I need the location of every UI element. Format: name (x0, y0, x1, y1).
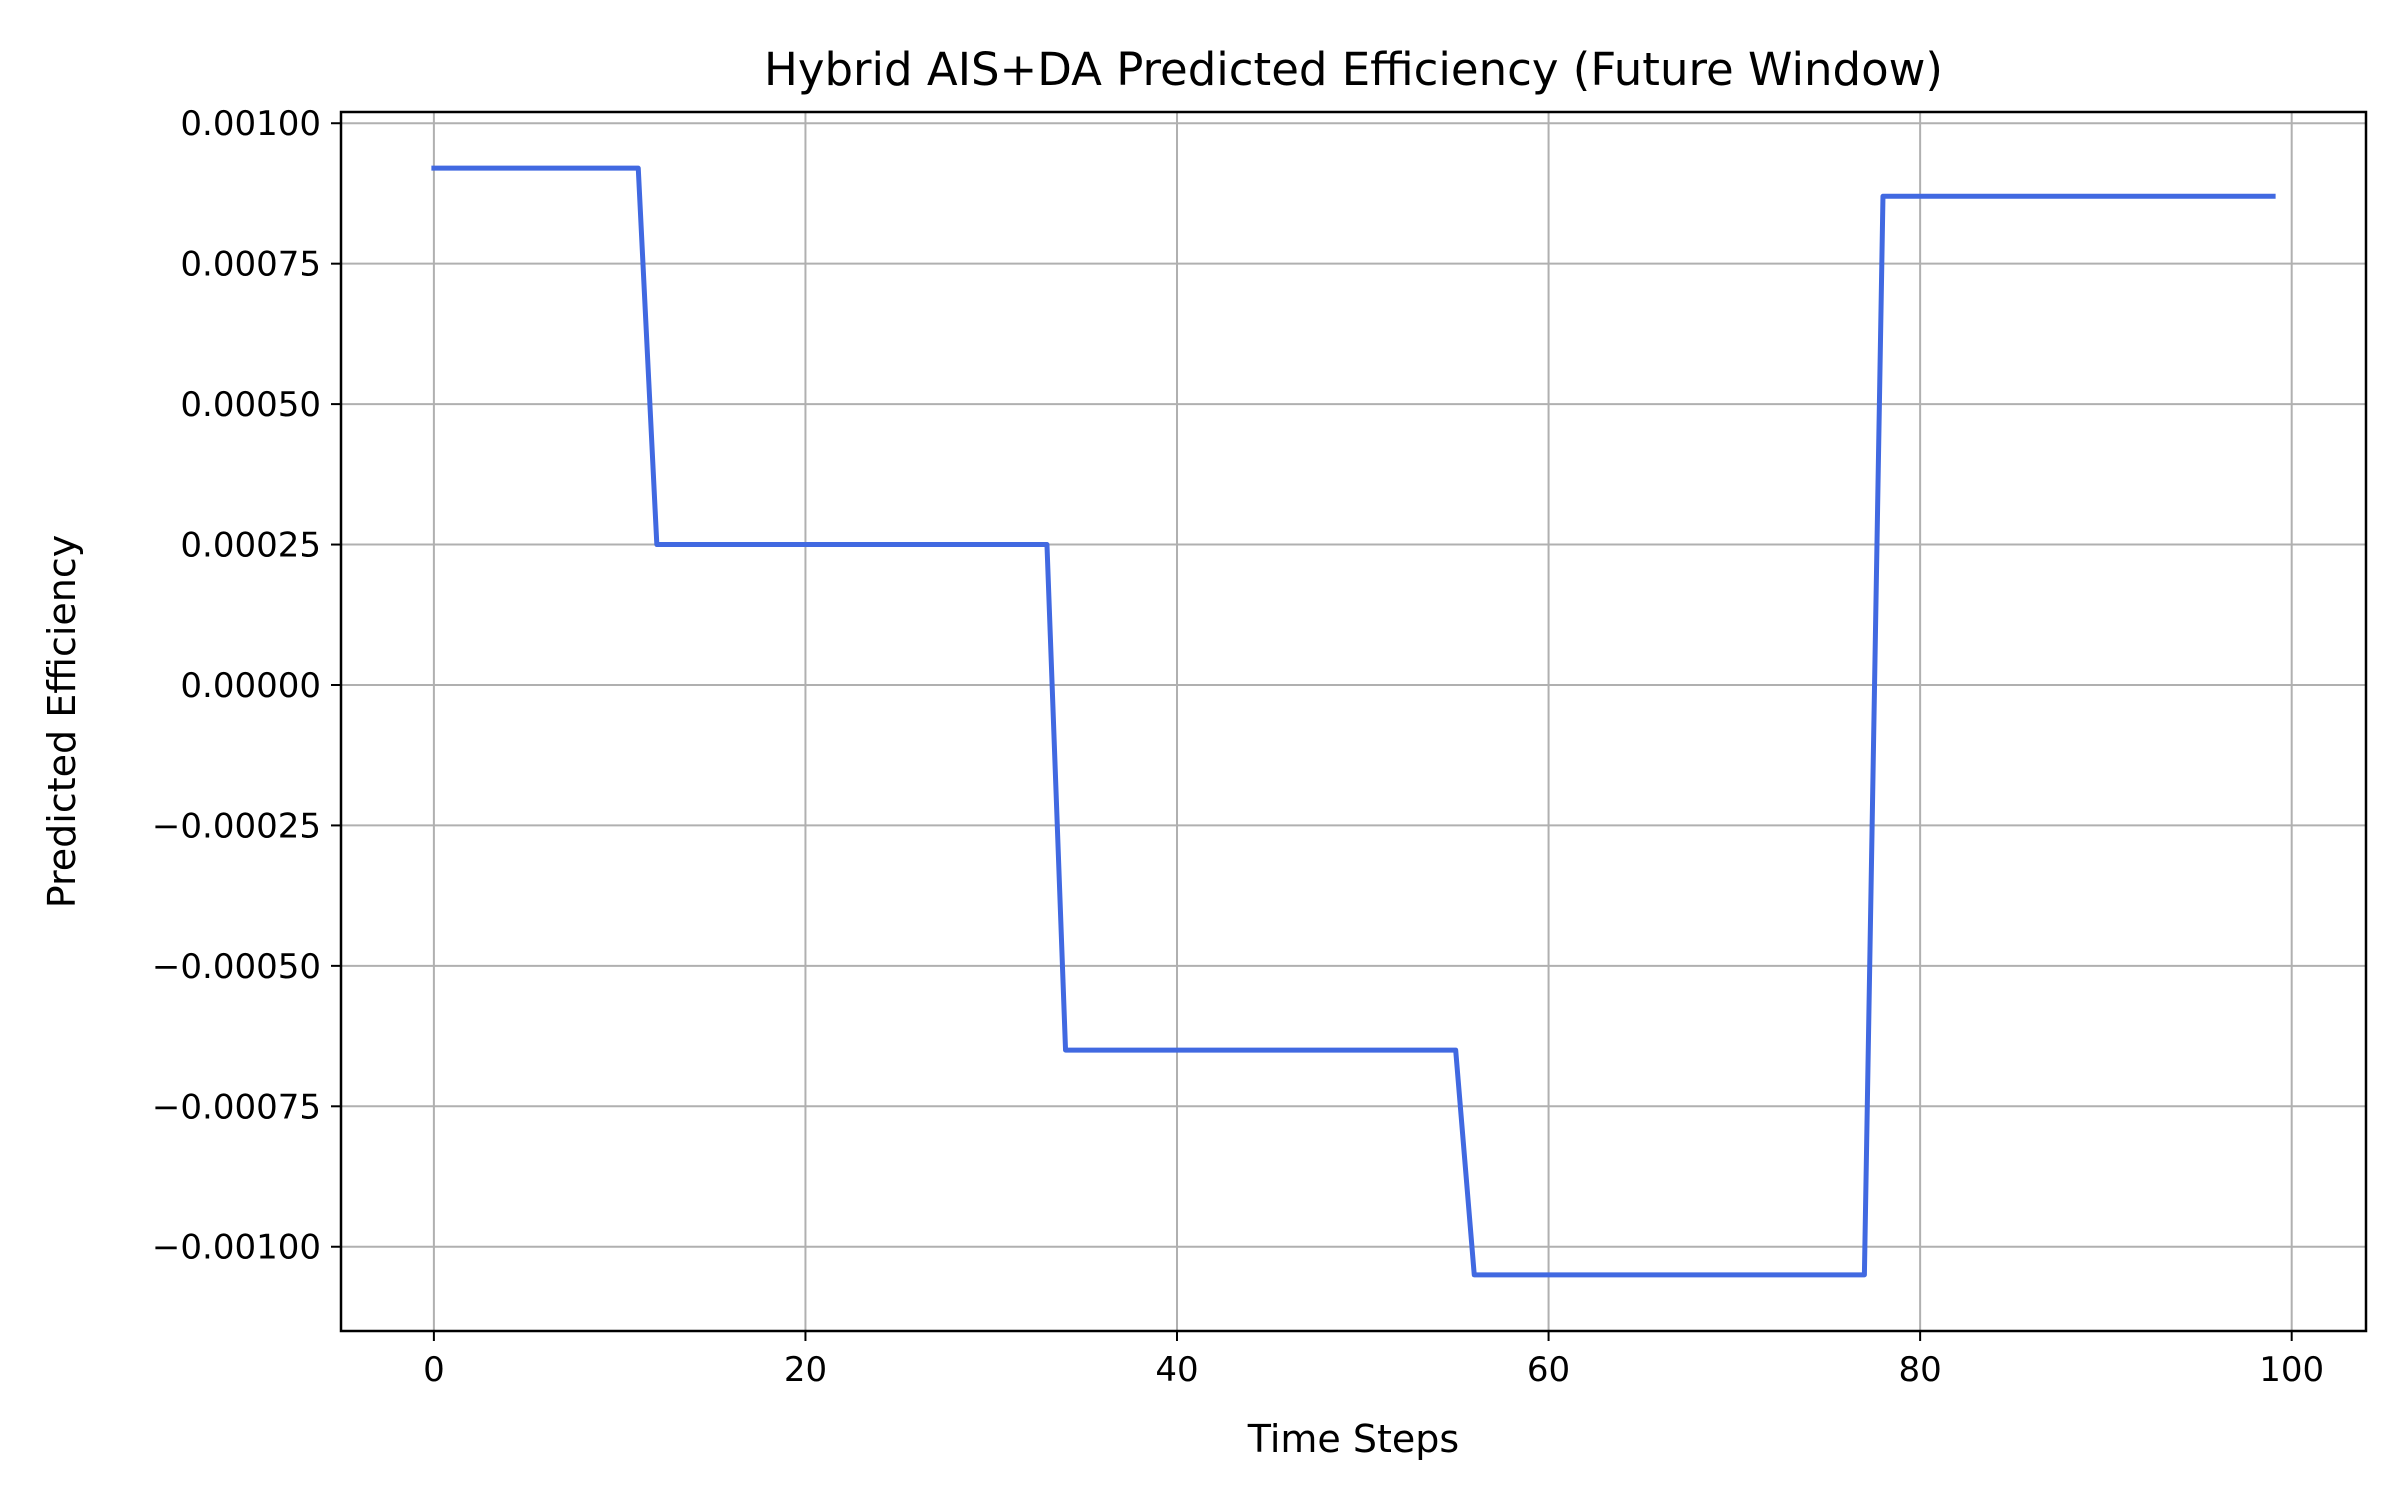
series-layer (431, 165, 2276, 1278)
y-tick-label: 0.00050 (180, 385, 321, 425)
x-tick-label: 80 (1898, 1350, 1941, 1390)
x-axis-title: Time Steps (1247, 1417, 1459, 1461)
y-tick-label: −0.00025 (152, 806, 321, 846)
plot-area-frame (339, 110, 2368, 1333)
x-tick-label: 100 (2259, 1350, 2324, 1390)
y-tick-label: 0.00075 (180, 245, 321, 285)
axis-ticks: 0 20 40 60 80 100 0.00100 0.00075 0.00050 0.00025… (152, 104, 2324, 1390)
y-tick-label: 0.00025 (180, 526, 321, 566)
y-axis-title: Predicted Efficiency (40, 535, 84, 909)
x-tick-label: 20 (784, 1350, 827, 1390)
x-tick-label: 60 (1527, 1350, 1570, 1390)
x-tick-label: 0 (423, 1350, 445, 1390)
y-tick-label: −0.00050 (152, 947, 321, 987)
y-tick-label: 0.00100 (180, 104, 321, 144)
series-line (431, 165, 2276, 1278)
y-tick-label: −0.00100 (152, 1228, 321, 1268)
x-tick-label: 40 (1155, 1350, 1198, 1390)
y-tick-label: −0.00075 (152, 1087, 321, 1127)
chart-title: Hybrid AIS+DA Predicted Efficiency (Futu… (764, 43, 1943, 96)
gridlines (341, 112, 2366, 1331)
y-tick-label: 0.00000 (180, 666, 321, 706)
